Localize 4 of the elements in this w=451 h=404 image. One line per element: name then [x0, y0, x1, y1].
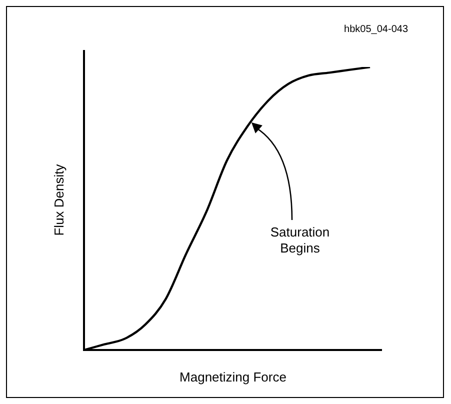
annotation: Saturation Begins	[270, 224, 330, 256]
text: hbk05_04-043	[344, 24, 408, 35]
x-axis-title: Magnetizing Force	[180, 370, 286, 385]
y-axis-title: Flux Density	[52, 164, 67, 236]
